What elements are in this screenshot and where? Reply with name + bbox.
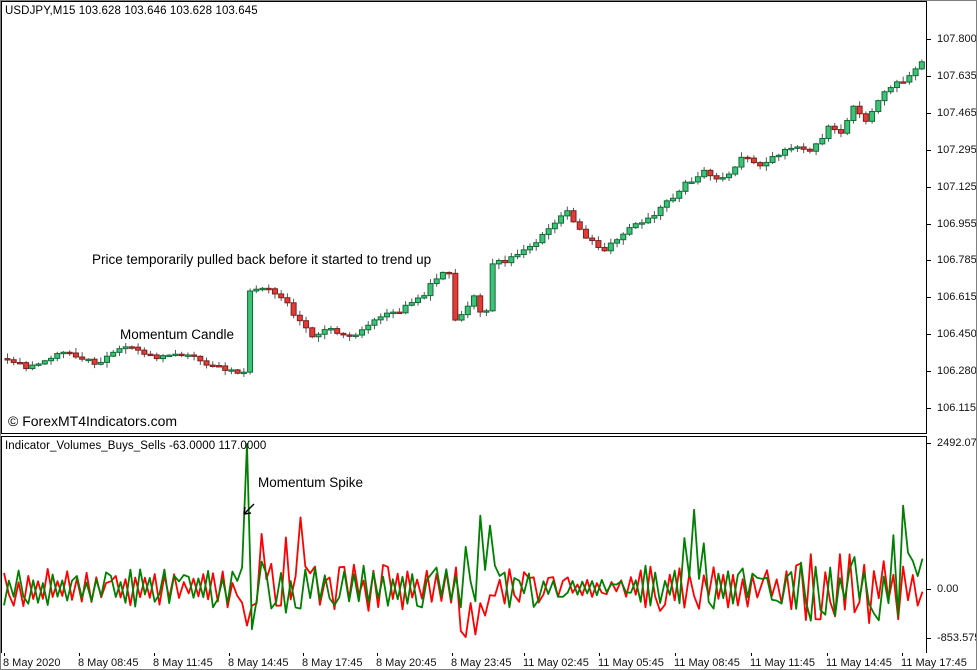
price-axis-tick (927, 187, 931, 188)
price-axis-tick (927, 150, 931, 151)
price-axis-label: 107.125 (937, 181, 977, 193)
time-axis-label: 11 May 08:45 (674, 657, 740, 669)
annotation-pullback-text: Price temporarily pulled back before it … (92, 252, 432, 267)
price-axis-label: 107.295 (937, 144, 977, 156)
time-axis-tick (524, 653, 525, 656)
price-axis-tick (927, 408, 931, 409)
time-axis-tick (452, 653, 453, 656)
price-axis-label: 106.115 (937, 402, 976, 414)
time-axis-tick (599, 653, 600, 656)
price-axis-tick (927, 297, 931, 298)
time-axis-label: 8 May 08:45 (78, 657, 139, 669)
price-axis-tick (927, 260, 931, 261)
price-axis-tick (927, 224, 931, 225)
time-axis[interactable]: 8 May 2020 8 May 08:45 8 May 11:45 8 May 14… (1, 653, 976, 669)
price-axis-label: 106.785 (937, 254, 977, 266)
price-axis-tick (927, 39, 931, 40)
time-axis-tick (377, 653, 378, 656)
time-axis-tick (303, 653, 304, 656)
time-axis-tick (229, 653, 230, 656)
price-axis-tick (927, 371, 931, 372)
annotation-momentum-spike-text: Momentum Spike (258, 475, 364, 490)
time-axis-tick (675, 653, 676, 656)
indicator-chart-canvas[interactable] (2, 437, 926, 653)
candlestick-chart-canvas[interactable] (2, 2, 926, 433)
annotation-momentum-candle-text: Momentum Candle (120, 327, 235, 342)
time-axis-label: 11 May 05:45 (598, 657, 664, 669)
price-axis-label: 106.955 (937, 218, 977, 230)
time-axis-label: 8 May 2020 (3, 657, 61, 669)
price-axis-label: 107.635 (937, 70, 977, 82)
time-axis-label: 11 May 11:45 (750, 657, 816, 669)
price-axis-label: 106.280 (937, 365, 977, 377)
time-axis-tick (79, 653, 80, 656)
time-axis-label: 11 May 02:45 (523, 657, 589, 669)
symbol-ohlc-header: USDJPY,M15 103.628 103.646 103.628 103.6… (5, 5, 258, 17)
indicator-name-header: Indicator_Volumes_Buys_Sells -63.0000 11… (5, 440, 267, 452)
price-axis-tick (927, 334, 931, 335)
time-axis-tick (154, 653, 155, 656)
time-axis-label: 11 May 17:45 (901, 657, 967, 669)
indicator-axis-label: 0.00 (937, 583, 959, 595)
time-axis-label: 8 May 23:45 (451, 657, 512, 669)
indicator-panel[interactable]: Indicator_Volumes_Buys_Sells -63.0000 11… (1, 436, 927, 654)
time-axis-label: 8 May 11:45 (153, 657, 213, 669)
price-axis-label: 107.465 (937, 107, 977, 119)
price-axis-tick (927, 113, 931, 114)
time-axis-tick (751, 653, 752, 656)
forexmt4indicators-watermark: © ForexMT4Indicators.com (8, 413, 178, 429)
indicator-axis-tick (927, 638, 931, 639)
time-axis-tick (902, 653, 903, 656)
price-axis-label: 106.615 (937, 291, 977, 303)
price-axis-tick (927, 76, 931, 77)
time-axis-label: 11 May 14:45 (826, 657, 892, 669)
time-axis-tick (827, 653, 828, 656)
indicator-axis-label: -853.575 (937, 632, 977, 644)
time-axis-label: 8 May 14:45 (228, 657, 289, 669)
indicator-axis-tick (927, 589, 931, 590)
price-chart-panel[interactable]: USDJPY,M15 103.628 103.646 103.628 103.6… (1, 1, 927, 434)
time-axis-label: 8 May 17:45 (302, 657, 363, 669)
time-axis-label: 8 May 20:45 (376, 657, 437, 669)
indicator-axis-label: 2492.075 (937, 437, 977, 449)
time-axis-tick (4, 653, 5, 656)
price-axis-label: 106.450 (937, 328, 977, 340)
price-axis-label: 107.800 (937, 33, 977, 45)
indicator-axis-tick (927, 443, 931, 444)
